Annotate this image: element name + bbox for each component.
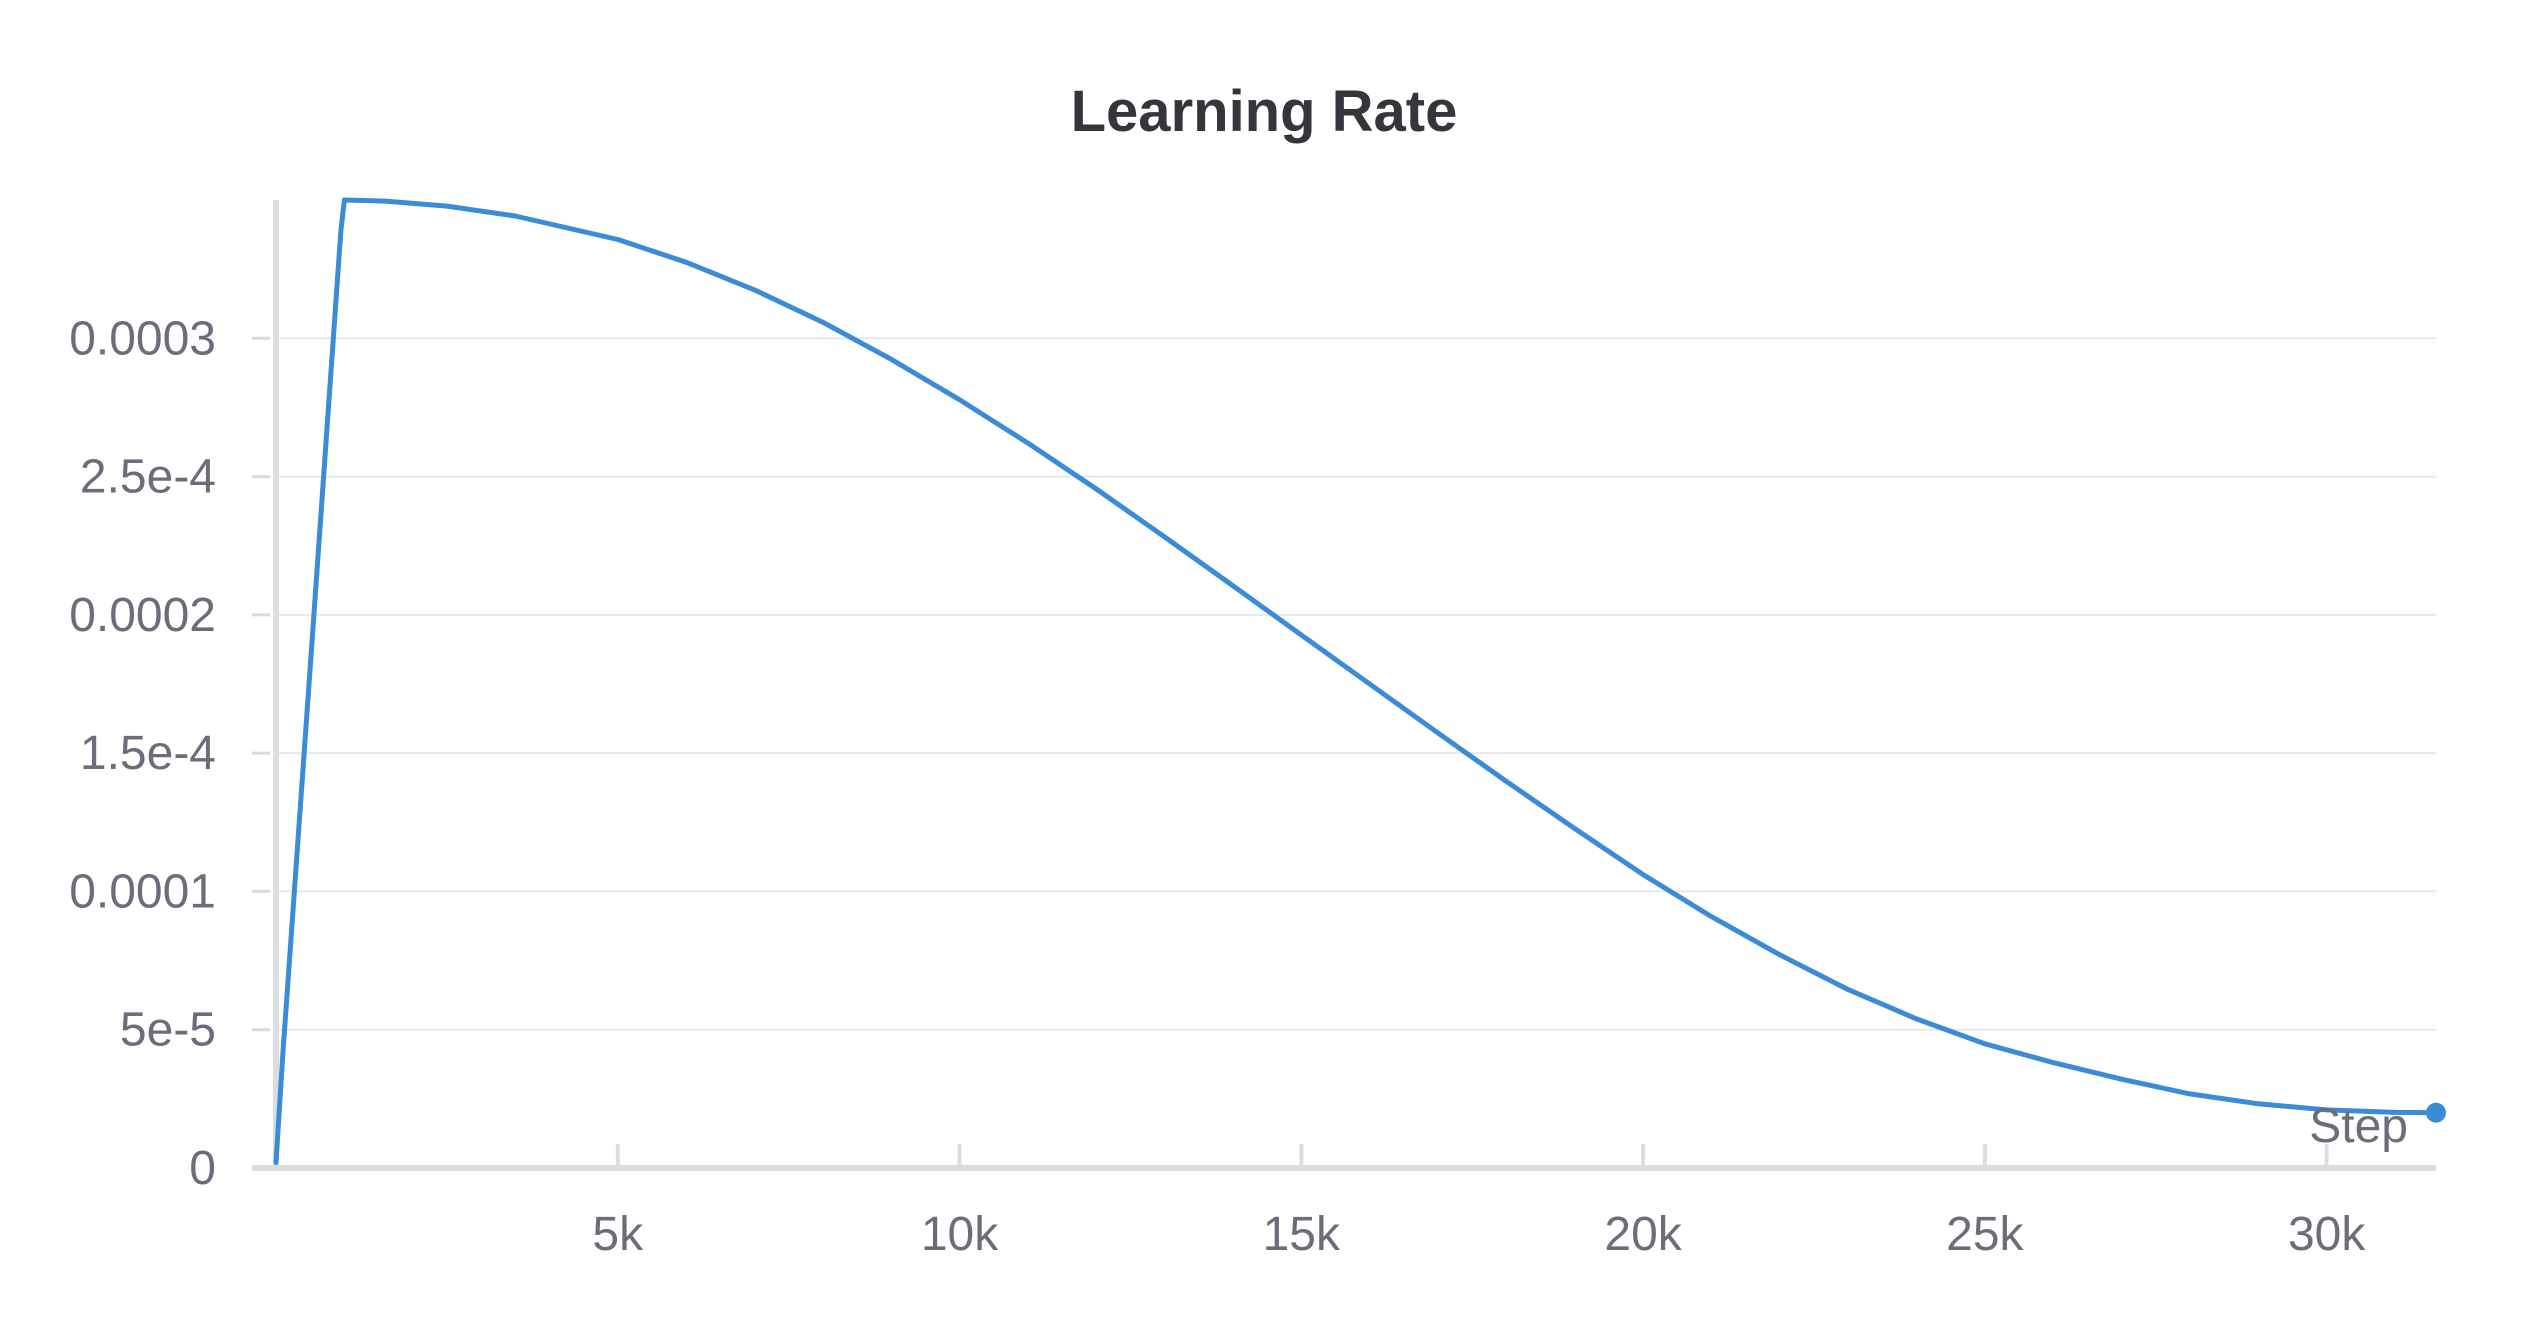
grid-lines xyxy=(276,337,2436,1031)
series-line xyxy=(273,197,2439,1165)
y-tick-label: 0 xyxy=(189,1142,216,1195)
x-tick-label: 30k xyxy=(2288,1208,2366,1261)
y-tick-label: 0.0003 xyxy=(69,312,216,365)
y-tick-label: 0.0001 xyxy=(69,865,216,918)
x-tick-label: 15k xyxy=(1263,1208,1341,1261)
y-tick-label: 2.5e-4 xyxy=(80,451,216,504)
x-axis-title: Step xyxy=(2309,1100,2408,1153)
x-tick-label: 25k xyxy=(1946,1208,2024,1261)
y-tick-labels: 0 5e-5 0.0001 1.5e-4 0.0002 2.5e-4 0.0003 xyxy=(69,312,216,1195)
chart-title: Learning Rate xyxy=(1070,79,1458,144)
x-tick-label: 20k xyxy=(1604,1208,1682,1261)
x-tick-labels: 5k 10k 15k 20k 25k 30k xyxy=(592,1208,2366,1261)
y-tick-label: 1.5e-4 xyxy=(80,727,216,780)
y-tick-label: 5e-5 xyxy=(120,1004,216,1057)
y-tick-label: 0.0002 xyxy=(69,589,216,642)
x-tick-label: 10k xyxy=(921,1208,999,1261)
axes xyxy=(252,200,2436,1171)
series-group xyxy=(273,197,2446,1165)
x-tick-label: 5k xyxy=(592,1208,644,1261)
series-end-point xyxy=(2426,1102,2446,1123)
